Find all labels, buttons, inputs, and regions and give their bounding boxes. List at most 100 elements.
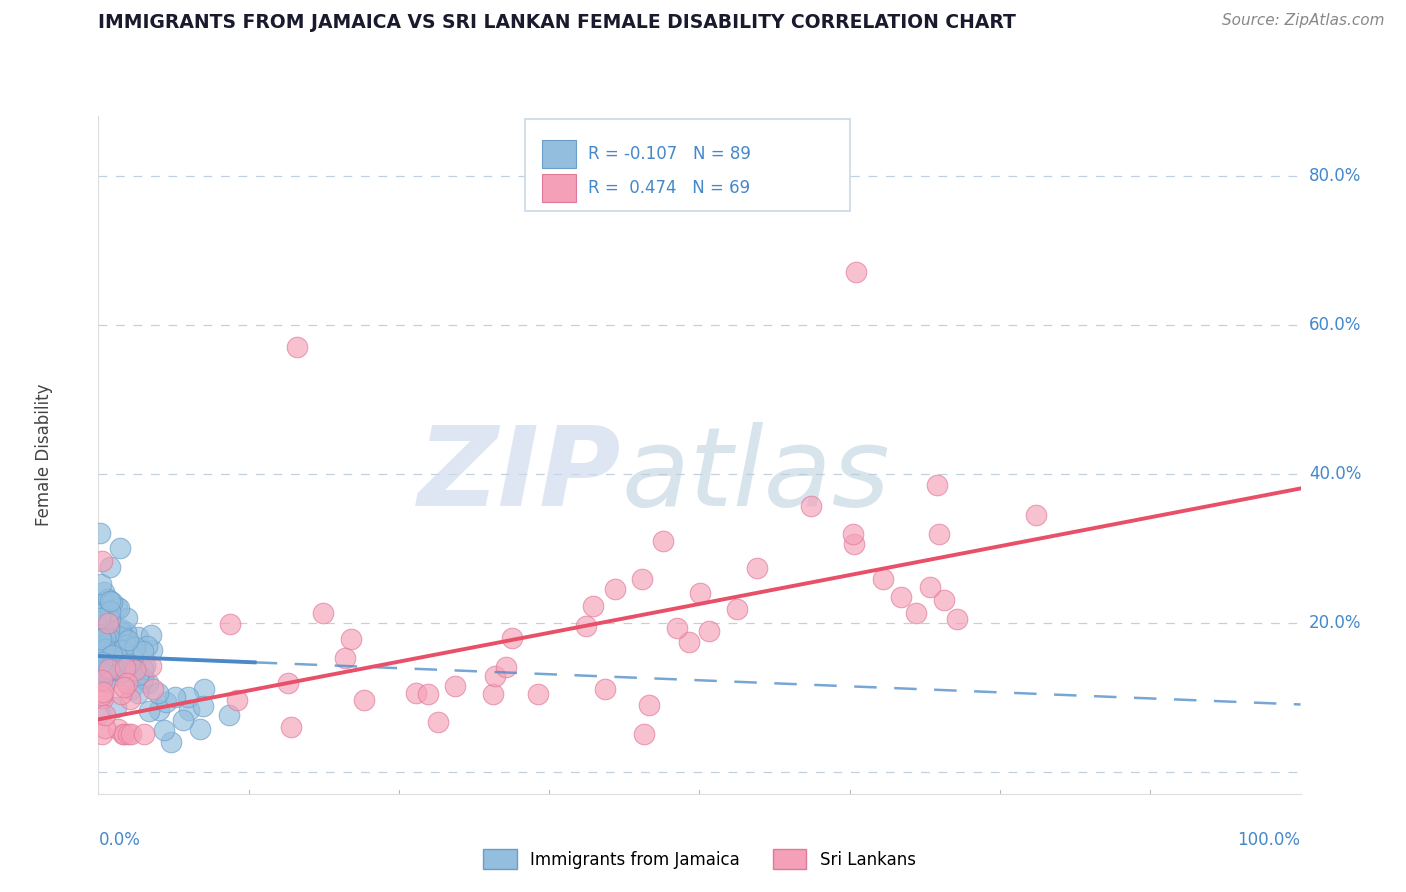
Point: [526, 687, 548, 701]
Point: [605, 582, 627, 596]
Point: [107, 722, 129, 736]
Point: [177, 690, 200, 704]
Point: [285, 340, 308, 354]
Point: [90, 632, 112, 647]
Point: [845, 265, 868, 279]
Point: [89, 627, 111, 641]
Point: [89, 611, 111, 625]
Point: [918, 580, 941, 594]
Point: [678, 635, 700, 649]
Point: [94, 640, 117, 655]
Point: [91, 727, 114, 741]
Point: [94, 631, 117, 645]
Point: [100, 648, 122, 662]
Point: [163, 690, 186, 704]
Bar: [541, 174, 575, 202]
Point: [132, 727, 155, 741]
Point: [889, 591, 911, 605]
Text: Female Disability: Female Disability: [35, 384, 53, 526]
Point: [427, 714, 450, 729]
Point: [93, 721, 115, 735]
Point: [97, 662, 120, 676]
Text: atlas: atlas: [621, 422, 890, 529]
Point: [110, 622, 132, 636]
Point: [631, 572, 654, 586]
Point: [501, 631, 523, 645]
Point: [117, 727, 139, 741]
Text: ZIP: ZIP: [418, 422, 621, 529]
Text: 60.0%: 60.0%: [1309, 316, 1361, 334]
Point: [416, 687, 439, 701]
Point: [117, 633, 139, 648]
Point: [575, 619, 598, 633]
Point: [103, 662, 125, 676]
Point: [495, 660, 517, 674]
Point: [97, 626, 120, 640]
Point: [94, 641, 117, 656]
Point: [100, 595, 122, 609]
Point: [115, 676, 138, 690]
Point: [444, 679, 467, 693]
Point: [118, 657, 141, 671]
Point: [172, 713, 194, 727]
Point: [94, 707, 117, 722]
Point: [120, 682, 142, 697]
Point: [97, 615, 120, 630]
FancyBboxPatch shape: [526, 120, 849, 211]
Point: [277, 676, 299, 690]
Point: [148, 703, 170, 717]
Point: [89, 706, 111, 721]
Point: [689, 585, 711, 599]
Point: [112, 727, 135, 741]
Point: [339, 632, 361, 647]
Point: [93, 647, 115, 661]
Point: [91, 689, 114, 703]
Point: [105, 599, 128, 614]
Point: [91, 595, 114, 609]
Text: 20.0%: 20.0%: [1309, 614, 1361, 632]
Point: [134, 658, 156, 673]
Point: [132, 671, 155, 685]
Text: 100.0%: 100.0%: [1237, 831, 1301, 849]
Point: [127, 668, 149, 682]
Point: [93, 675, 115, 690]
Text: 0.0%: 0.0%: [98, 831, 141, 849]
Point: [114, 638, 136, 652]
Point: [91, 685, 114, 699]
Point: [89, 649, 111, 664]
Point: [148, 686, 170, 700]
Point: [142, 681, 165, 696]
Point: [89, 638, 111, 652]
Point: [141, 628, 163, 642]
Point: [100, 604, 122, 618]
Point: [136, 675, 159, 690]
Bar: [541, 140, 575, 169]
Point: [745, 561, 768, 575]
Point: [280, 720, 302, 734]
Point: [104, 700, 127, 714]
Point: [177, 703, 200, 717]
Point: [1025, 508, 1047, 522]
Point: [481, 687, 503, 701]
Point: [637, 698, 659, 713]
Point: [225, 692, 247, 706]
Point: [98, 632, 121, 646]
Point: [89, 669, 111, 683]
Point: [91, 657, 114, 671]
Point: [405, 686, 427, 700]
Point: [90, 576, 112, 591]
Point: [905, 606, 928, 620]
Point: [112, 680, 135, 694]
Point: [115, 611, 138, 625]
Point: [124, 663, 146, 677]
Point: [89, 526, 111, 541]
Point: [110, 657, 132, 671]
Point: [91, 554, 114, 568]
Point: [697, 624, 720, 639]
Text: R = -0.107   N = 89: R = -0.107 N = 89: [588, 145, 751, 163]
Point: [110, 687, 132, 701]
Point: [98, 594, 121, 608]
Point: [800, 499, 823, 513]
Point: [666, 621, 689, 635]
Point: [91, 690, 114, 705]
